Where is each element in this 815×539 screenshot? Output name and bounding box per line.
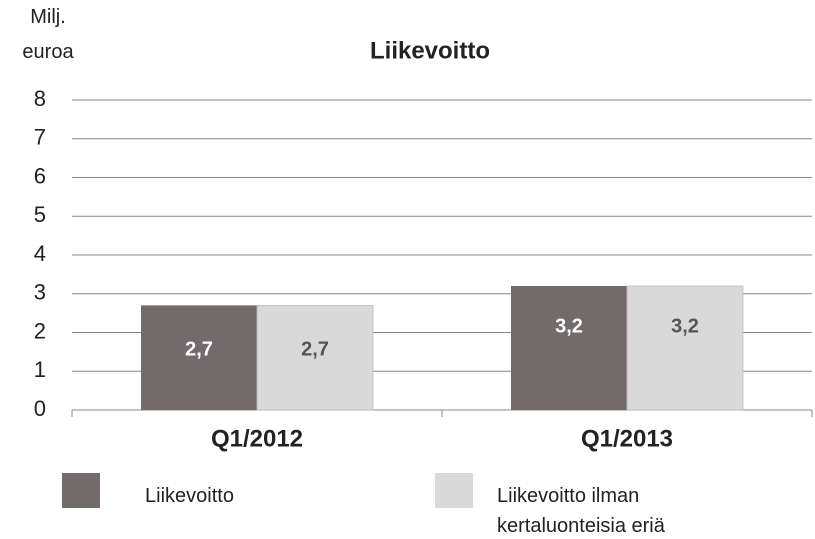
value-label: 3,2 [671,315,699,337]
y-tick-label: 4 [34,241,46,266]
bar [626,285,744,411]
bar [511,286,627,410]
y-tick-label: 5 [34,202,46,227]
value-label: 2,7 [185,339,213,361]
x-tick-label: Q1/2013 [581,425,673,452]
value-label: 2,7 [301,339,329,361]
y-tick-label: 0 [34,396,46,421]
legend-swatch [435,473,473,508]
y-axis-label: Milj. euroa [22,6,74,63]
value-label: 3,2 [555,315,583,337]
y-tick-label: 6 [34,163,46,188]
y-tick-label: 3 [34,280,46,305]
bar [141,305,257,410]
y-tick-label: 8 [34,86,46,111]
y-tick-label: 1 [34,357,46,382]
y-tick-label: 2 [34,318,46,343]
y-tick-label: 7 [34,125,46,150]
legend-label: Liikevoitto ilman kertaluonteisia eriä [497,485,666,537]
legend-swatch [62,473,100,508]
bar [256,304,374,411]
chart-title: Liikevoitto [370,37,490,64]
x-tick-label: Q1/2012 [211,425,303,452]
legend-label: Liikevoitto [145,485,234,507]
